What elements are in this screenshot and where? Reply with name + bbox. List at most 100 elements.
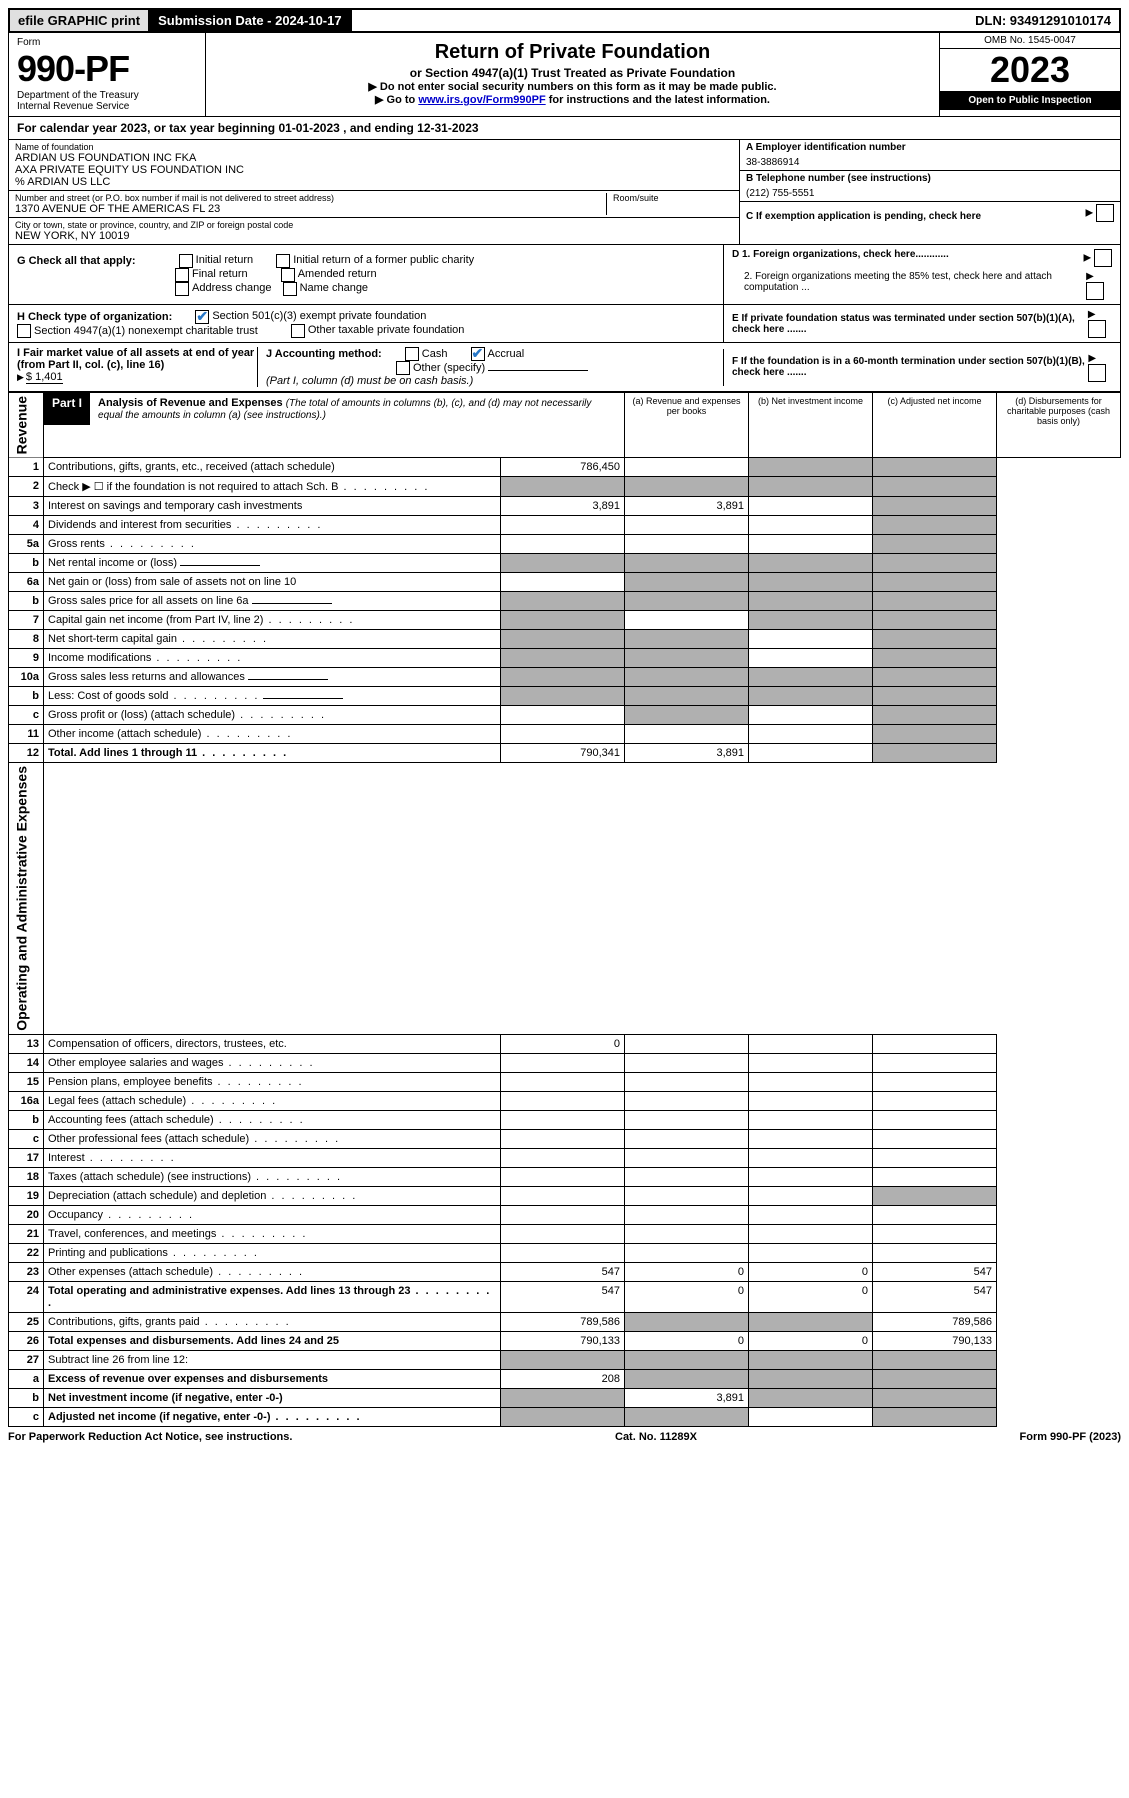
shaded-cell [501,1351,625,1370]
line-number: b [9,1389,44,1408]
value-cell [873,1130,997,1149]
final-return-checkbox[interactable] [175,268,189,282]
shaded-cell [873,1351,997,1370]
d1-label: D 1. Foreign organizations, check here..… [732,249,949,267]
value-cell [749,1168,873,1187]
street-address: 1370 AVENUE OF THE AMERICAS FL 23 [15,203,606,215]
value-cell: 547 [501,1282,625,1313]
table-row: 20Occupancy [9,1206,1121,1225]
4947-checkbox[interactable] [17,324,31,338]
shaded-cell [873,554,997,573]
shaded-cell [625,630,749,649]
line-description: Gross rents [44,535,501,554]
value-cell [749,1408,873,1427]
section-h-e: H Check type of organization: Section 50… [8,305,1121,343]
line-description: Pension plans, employee benefits [44,1073,501,1092]
d1-checkbox[interactable] [1094,249,1112,267]
initial-former-checkbox[interactable] [276,254,290,268]
value-cell [625,458,749,477]
value-cell [625,1244,749,1263]
shaded-cell [873,1389,997,1408]
line-description: Depreciation (attach schedule) and deple… [44,1187,501,1206]
table-row: 23Other expenses (attach schedule)547005… [9,1263,1121,1282]
other-method-checkbox[interactable] [396,361,410,375]
shaded-cell [873,1408,997,1427]
shaded-cell [501,592,625,611]
value-cell: 547 [873,1263,997,1282]
tax-year: 2023 [940,49,1120,91]
line-number: 6a [9,573,44,592]
irs-label: Internal Revenue Service [17,101,197,112]
value-cell: 789,586 [873,1313,997,1332]
line-number: b [9,592,44,611]
line-description: Excess of revenue over expenses and disb… [44,1370,501,1389]
value-cell [873,1111,997,1130]
shaded-cell [749,668,873,687]
foundation-name-2: AXA PRIVATE EQUITY US FOUNDATION INC [15,164,733,176]
value-cell: 3,891 [625,744,749,763]
final-return-label: Final return [192,268,248,280]
value-cell [625,1168,749,1187]
exemption-pending-label: C If exemption application is pending, c… [746,211,981,222]
accrual-checkbox[interactable] [471,347,485,361]
form-subtitle: or Section 4947(a)(1) Trust Treated as P… [212,66,933,80]
efile-print-button[interactable]: efile GRAPHIC print [10,10,150,31]
table-row: bAccounting fees (attach schedule) [9,1111,1121,1130]
irs-link[interactable]: www.irs.gov/Form990PF [418,94,545,106]
line-number: 10a [9,668,44,687]
omb-number: OMB No. 1545-0047 [940,33,1120,49]
cash-checkbox[interactable] [405,347,419,361]
table-row: aExcess of revenue over expenses and dis… [9,1370,1121,1389]
cash-label: Cash [422,348,448,360]
line-number: 2 [9,477,44,497]
line-number: 22 [9,1244,44,1263]
value-cell [501,516,625,535]
phone-label: B Telephone number (see instructions) [746,173,1114,184]
shaded-cell [749,1370,873,1389]
shaded-cell [749,554,873,573]
top-bar: efile GRAPHIC print Submission Date - 20… [8,8,1121,33]
shaded-cell [873,1187,997,1206]
line-description: Contributions, gifts, grants, etc., rece… [44,458,501,477]
value-cell [625,1035,749,1054]
value-cell [625,1225,749,1244]
entity-right: A Employer identification number 38-3886… [739,140,1120,244]
value-cell: 208 [501,1370,625,1389]
shaded-cell [625,706,749,725]
shaded-cell [873,649,997,668]
line-number: 14 [9,1054,44,1073]
amended-return-checkbox[interactable] [281,268,295,282]
value-cell [501,1111,625,1130]
4947-label: Section 4947(a)(1) nonexempt charitable … [34,324,258,336]
name-change-checkbox[interactable] [283,282,297,296]
line-number: 11 [9,725,44,744]
value-cell [873,1168,997,1187]
table-row: cOther professional fees (attach schedul… [9,1130,1121,1149]
col-b-header: (b) Net investment income [749,393,873,458]
shaded-cell [625,477,749,497]
value-cell [749,516,873,535]
501c3-checkbox[interactable] [195,310,209,324]
other-taxable-checkbox[interactable] [291,324,305,338]
line-number: c [9,1408,44,1427]
d2-checkbox[interactable] [1086,282,1104,300]
page-footer: For Paperwork Reduction Act Notice, see … [8,1427,1121,1447]
value-cell: 789,586 [501,1313,625,1332]
shaded-cell [625,1370,749,1389]
table-row: cAdjusted net income (if negative, enter… [9,1408,1121,1427]
line-number: 20 [9,1206,44,1225]
value-cell [873,1244,997,1263]
initial-return-checkbox[interactable] [179,254,193,268]
shaded-cell [749,458,873,477]
value-cell [873,1206,997,1225]
shaded-cell [625,1313,749,1332]
e-checkbox[interactable] [1088,320,1106,338]
calendar-year-line: For calendar year 2023, or tax year begi… [8,117,1121,140]
exemption-checkbox[interactable] [1096,204,1114,222]
address-change-checkbox[interactable] [175,282,189,296]
f-checkbox[interactable] [1088,364,1106,382]
table-row: 2Check ▶ ☐ if the foundation is not requ… [9,477,1121,497]
value-cell [501,1149,625,1168]
instr-ssn: ▶ Do not enter social security numbers o… [212,80,933,93]
line-description: Adjusted net income (if negative, enter … [44,1408,501,1427]
